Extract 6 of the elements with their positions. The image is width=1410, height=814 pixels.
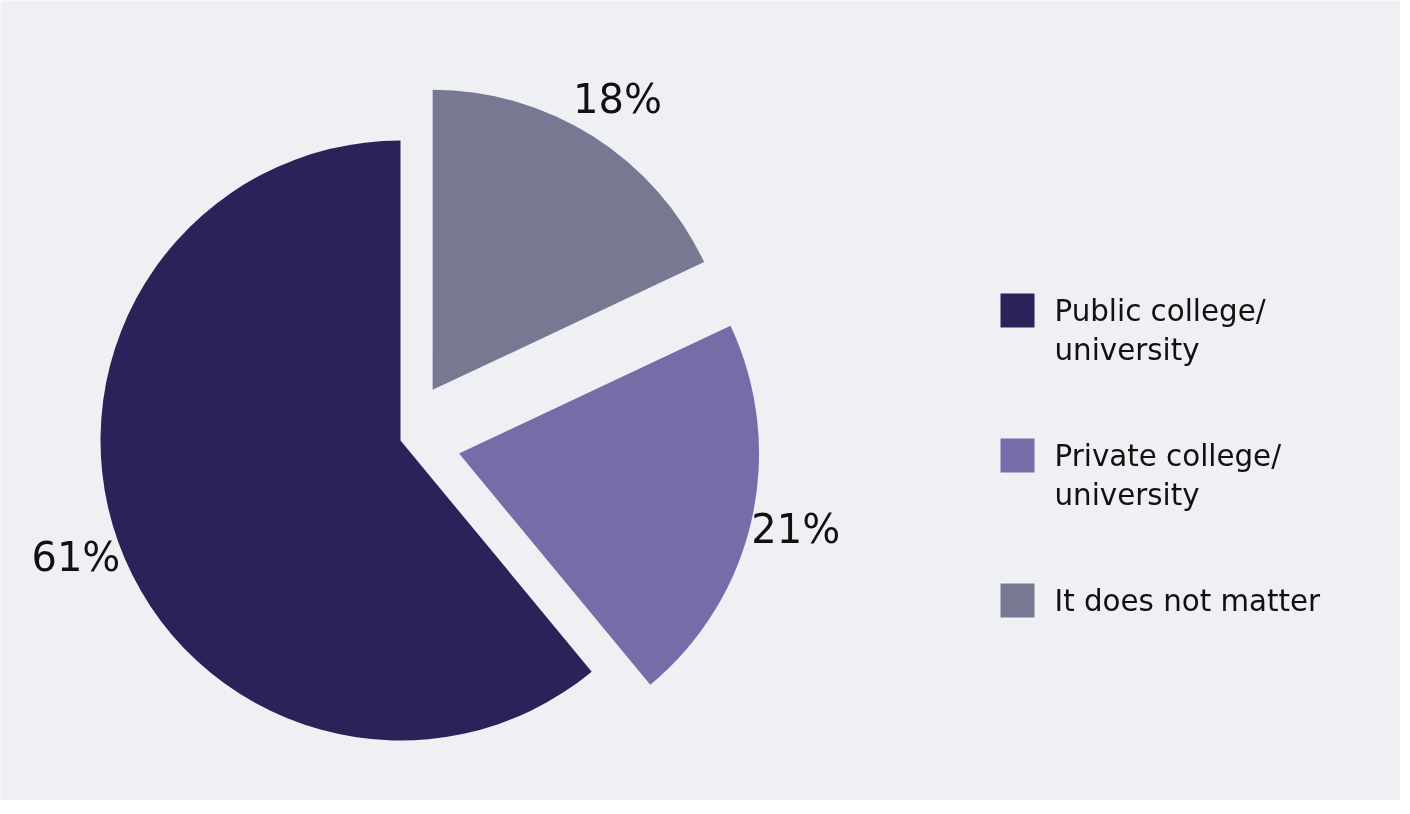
data-label: 18% bbox=[573, 75, 662, 122]
data-label: 21% bbox=[751, 505, 841, 552]
legend-label: Private college/ university bbox=[1054, 438, 1282, 512]
data-label: 61% bbox=[31, 534, 121, 581]
legend-label: It does not matter bbox=[1054, 583, 1322, 618]
legend-label: Public college/ university bbox=[1054, 293, 1266, 367]
